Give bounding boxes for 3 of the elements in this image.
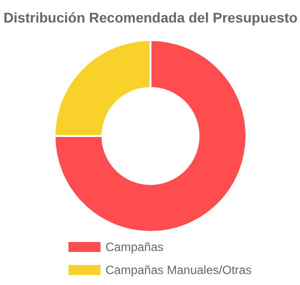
legend-label: Campañas Manuales/Otras bbox=[106, 263, 252, 277]
chart-title: Distribución Recomendada del Presupuesto bbox=[3, 10, 298, 26]
legend-label: Campañas bbox=[106, 240, 164, 254]
